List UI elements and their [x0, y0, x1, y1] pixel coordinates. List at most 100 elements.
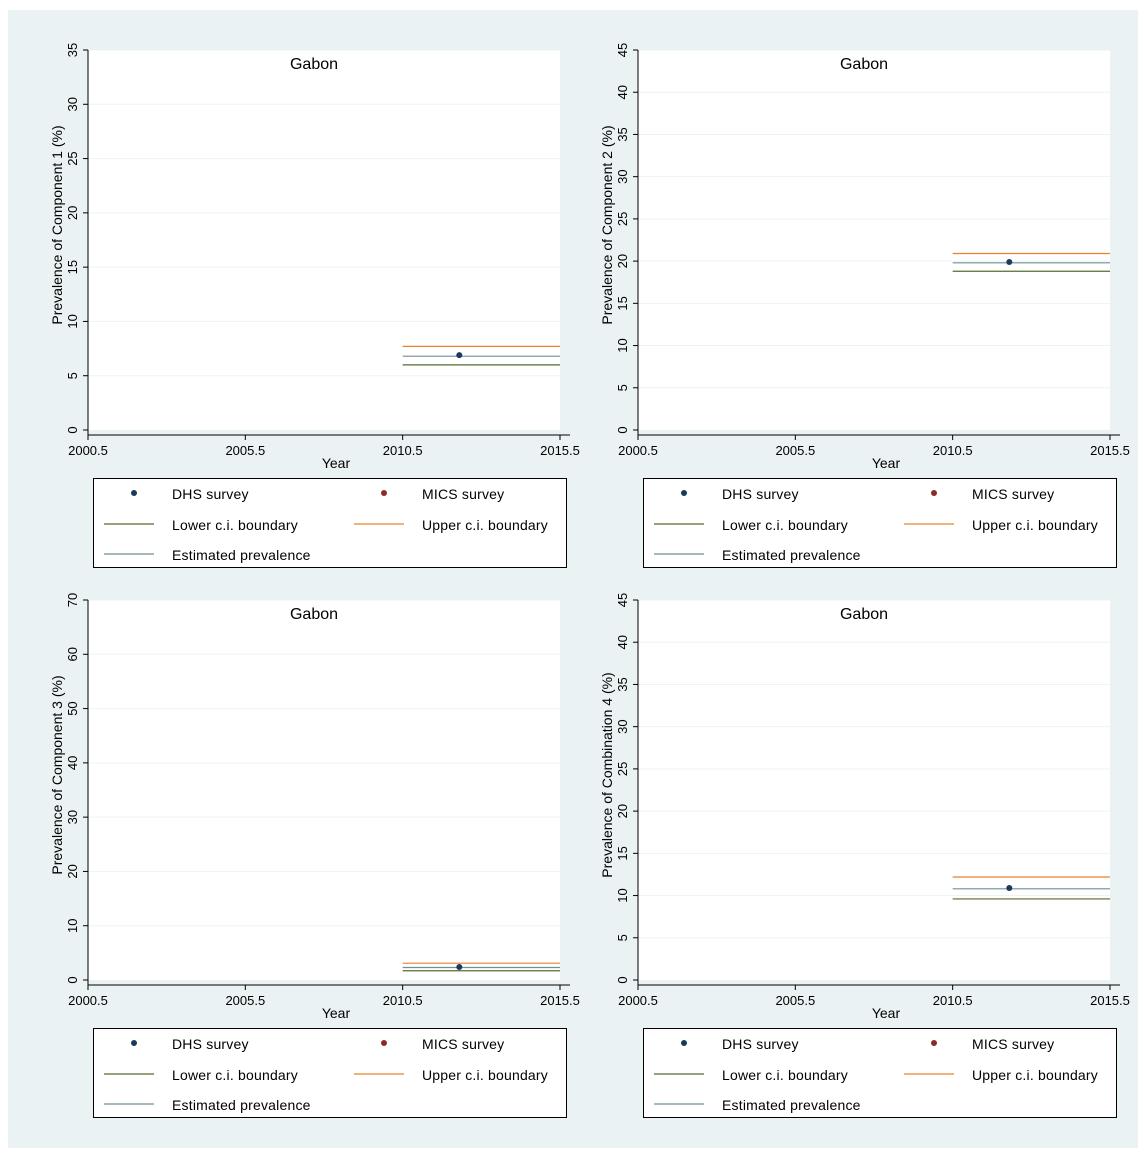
chart-title: Gabon [290, 56, 338, 73]
chart-title: Gabon [840, 606, 888, 623]
estimated-line-icon [104, 553, 154, 555]
figure-background: 0 5 10 15 20 25 30 35 2000.5 2005.5 2010.5 2015.5 Ga… [8, 10, 1138, 1148]
chart-title: Gabon [290, 606, 338, 623]
upper-ci-line-icon [354, 523, 404, 525]
x-tick-label: 2005.5 [225, 443, 265, 458]
lower-ci-line-icon [654, 523, 704, 525]
dhs-marker-icon [131, 490, 137, 496]
y-tick-label: 0 [65, 426, 80, 433]
mics-marker-icon [931, 490, 937, 496]
y-tick-label: 25 [615, 762, 630, 776]
legend-label: Lower c.i. boundary [172, 517, 298, 533]
y-tick-label: 15 [65, 260, 80, 274]
mics-marker-icon [931, 1040, 937, 1046]
y-axis-label: Prevalence of Component 1 (%) [49, 125, 65, 324]
mics-marker-icon [381, 490, 387, 496]
chart-panel-3: 0 10 20 30 40 50 60 70 2000.5 2005.5 2010.5 2015.5 G… [8, 560, 580, 1120]
mics-marker-icon [381, 1040, 387, 1046]
x-tick-label: 2000.5 [618, 993, 658, 1008]
upper-ci-line-icon [904, 523, 954, 525]
x-tick-label: 2005.5 [775, 443, 815, 458]
x-tick-label: 2010.5 [383, 993, 423, 1008]
legend-label: Lower c.i. boundary [172, 1067, 298, 1083]
y-tick-label: 35 [615, 127, 630, 141]
dhs-point [456, 963, 463, 970]
y-tick-label: 0 [65, 976, 80, 983]
y-tick-label: 10 [615, 338, 630, 352]
y-tick-label: 40 [65, 756, 80, 770]
dhs-marker-icon [681, 1040, 687, 1046]
estimated-line-icon [654, 1103, 704, 1105]
y-tick-label: 20 [615, 804, 630, 818]
dhs-marker-icon [681, 490, 687, 496]
legend-label: Lower c.i. boundary [722, 1067, 848, 1083]
y-tick-label: 30 [65, 810, 80, 824]
y-tick-label: 15 [615, 846, 630, 860]
plot-region [88, 50, 560, 430]
y-tick-label: 20 [65, 864, 80, 878]
y-tick-label: 10 [615, 888, 630, 902]
y-axis-label: Prevalence of Combination 4 (%) [599, 672, 615, 877]
legend-label: DHS survey [172, 486, 249, 502]
y-tick-label: 40 [615, 635, 630, 649]
y-tick-label: 20 [615, 254, 630, 268]
legend: DHS survey MICS survey Lower c.i. bounda… [93, 1028, 567, 1118]
y-axis-label: Prevalence of Component 3 (%) [49, 675, 65, 874]
y-tick-label: 5 [65, 372, 80, 379]
x-tick-label: 2010.5 [933, 443, 973, 458]
y-tick-label: 50 [65, 701, 80, 715]
estimated-line-icon [104, 1103, 154, 1105]
legend-label: MICS survey [972, 1036, 1055, 1052]
dhs-point [456, 352, 463, 359]
y-tick-label: 5 [615, 384, 630, 391]
y-tick-label: 45 [615, 43, 630, 57]
y-tick-label: 30 [615, 719, 630, 733]
plot-area: 0 10 20 30 40 50 60 70 2000.5 2005.5 2010.5 2015.5 G… [49, 593, 580, 1021]
legend-label: Lower c.i. boundary [722, 517, 848, 533]
y-tick-label: 25 [65, 151, 80, 165]
y-axis-label: Prevalence of Component 2 (%) [599, 125, 615, 324]
y-tick-label: 10 [65, 314, 80, 328]
upper-ci-line-icon [354, 1073, 404, 1075]
legend-label: MICS survey [422, 1036, 505, 1052]
x-tick-label: 2015.5 [540, 993, 580, 1008]
legend-label: Estimated prevalence [172, 1097, 311, 1113]
x-tick-label: 2015.5 [1090, 993, 1130, 1008]
x-tick-label: 2010.5 [383, 443, 423, 458]
y-tick-label: 45 [615, 593, 630, 607]
x-tick-label: 2000.5 [618, 443, 658, 458]
legend-label: MICS survey [972, 486, 1055, 502]
legend-label: Estimated prevalence [722, 1097, 861, 1113]
plot-region [638, 50, 1110, 430]
legend-label: DHS survey [722, 1036, 799, 1052]
x-tick-label: 2015.5 [1090, 443, 1130, 458]
y-tick-label: 20 [65, 206, 80, 220]
dhs-point [1006, 258, 1013, 265]
y-tick-label: 5 [615, 934, 630, 941]
legend-label: MICS survey [422, 486, 505, 502]
chart-panel-2: 0 5 10 15 20 25 30 35 40 45 2000.5 2005.5 2010.5 2015… [558, 10, 1138, 570]
y-tick-label: 0 [615, 426, 630, 433]
x-axis-label: Year [322, 455, 351, 471]
legend-label: Upper c.i. boundary [422, 517, 548, 533]
lower-ci-line-icon [104, 523, 154, 525]
y-tick-label: 35 [615, 677, 630, 691]
legend: DHS survey MICS survey Lower c.i. bounda… [93, 478, 567, 568]
estimated-line-icon [654, 553, 704, 555]
y-tick-label: 0 [615, 976, 630, 983]
legend-label: DHS survey [172, 1036, 249, 1052]
x-axis-label: Year [872, 1005, 901, 1021]
y-tick-label: 15 [615, 296, 630, 310]
y-tick-label: 10 [65, 918, 80, 932]
y-tick-label: 25 [615, 212, 630, 226]
chart-title: Gabon [840, 56, 888, 73]
legend-label: Estimated prevalence [722, 547, 861, 563]
legend-label: DHS survey [722, 486, 799, 502]
lower-ci-line-icon [654, 1073, 704, 1075]
y-tick-label: 35 [65, 43, 80, 57]
legend-label: Upper c.i. boundary [972, 517, 1098, 533]
lower-ci-line-icon [104, 1073, 154, 1075]
x-tick-label: 2000.5 [68, 993, 108, 1008]
y-tick-label: 40 [615, 85, 630, 99]
plot-region [88, 600, 560, 980]
